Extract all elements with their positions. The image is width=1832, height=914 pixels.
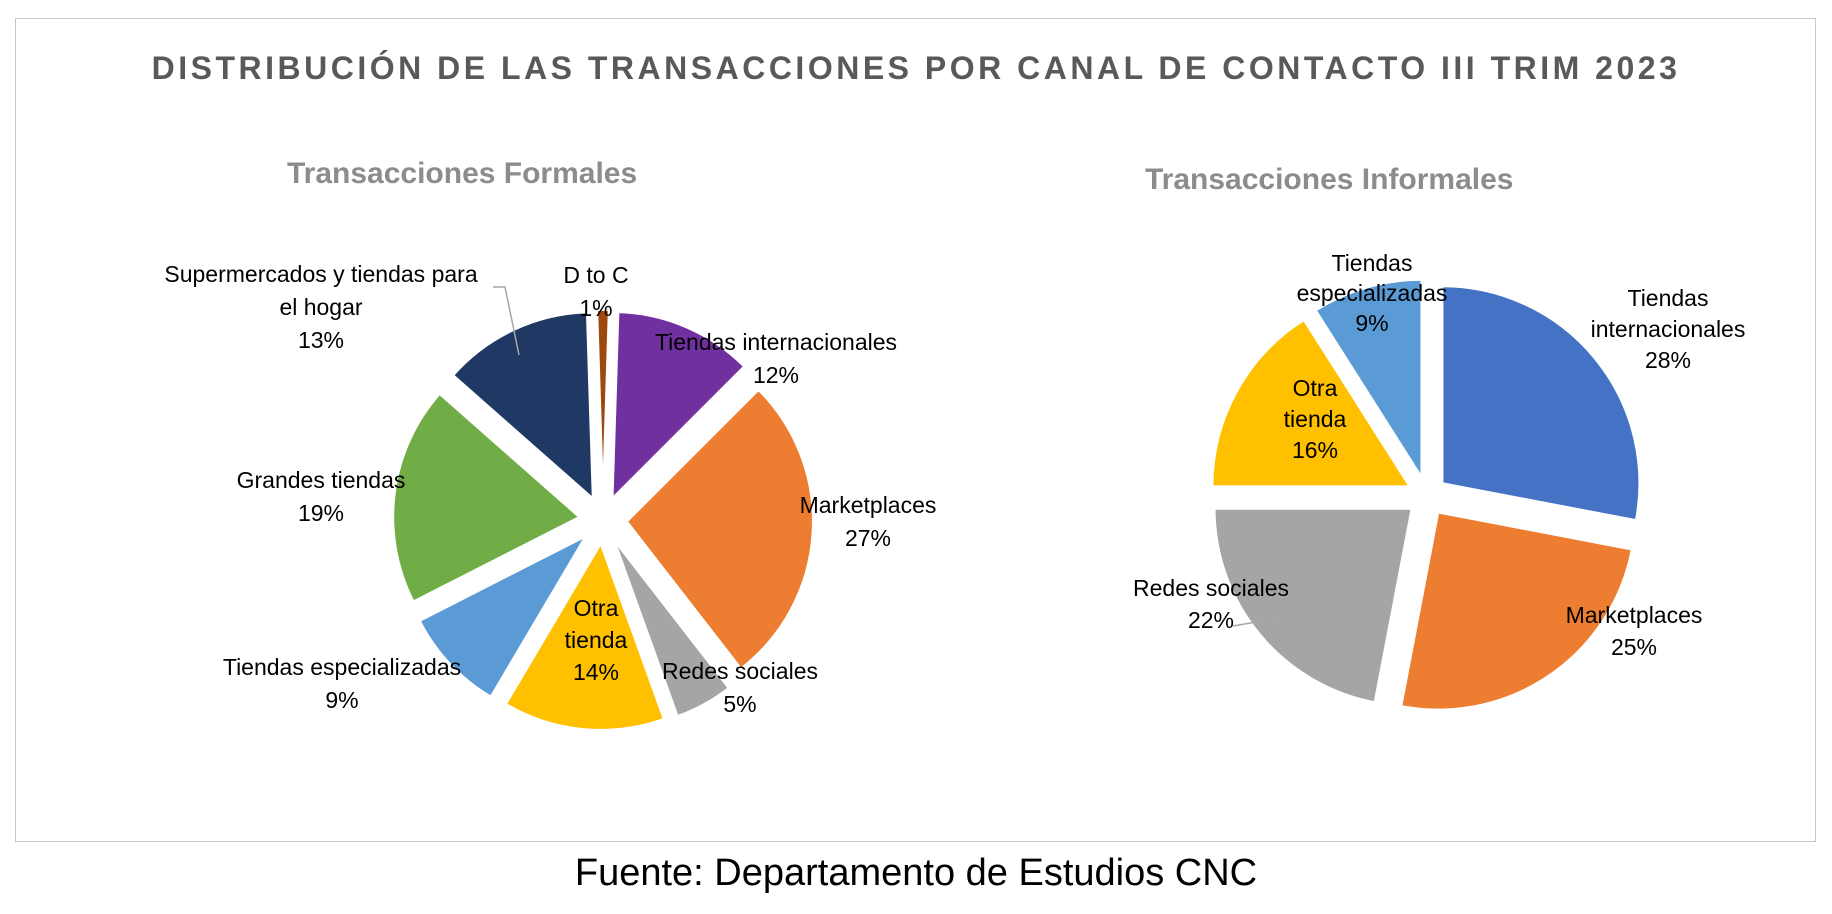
pie-slice-0-0 (596, 309, 610, 497)
pie-slice-0-5 (418, 533, 589, 698)
informal-pie-title: Transacciones Informales (1145, 163, 1514, 196)
slice-label-1-0: Tiendas internacionales 28% (1591, 285, 1746, 373)
pie-slice-1-2 (1213, 507, 1413, 704)
slice-label-0-2: Marketplaces 27% (800, 492, 937, 551)
slice-label-0-6: Grandes tiendas 19% (237, 467, 406, 526)
pie-slice-1-4 (1314, 278, 1423, 481)
pie-slice-1-1 (1400, 511, 1633, 711)
chart-frame (15, 18, 1816, 842)
slice-label-0-5: Tiendas especializadas 9% (223, 654, 461, 713)
main-title: DISTRIBUCIÓN DE LAS TRANSACCIONES POR CA… (151, 50, 1681, 86)
slice-label-0-4: Otra tienda 14% (565, 595, 628, 685)
pie-slice-0-2 (625, 388, 814, 670)
slice-label-0-0: D to C 1% (563, 262, 628, 321)
pie-slice-0-6 (392, 392, 581, 603)
leader-line-0 (493, 286, 520, 356)
slice-label-1-2: Redes sociales 22% (1133, 575, 1289, 633)
slice-label-1-3: Otra tienda 16% (1284, 375, 1347, 463)
pie-slice-0-3 (613, 540, 730, 718)
slice-label-0-7: Supermercados y tiendas para el hogar 13% (164, 261, 477, 353)
leader-line-1 (1232, 616, 1287, 627)
pie-slice-0-1 (611, 311, 746, 501)
formal-pie-title: Transacciones Formales (287, 157, 638, 190)
pie-slice-0-4 (504, 541, 666, 731)
pie-slice-1-0 (1441, 285, 1641, 522)
slice-label-0-1: Tiendas internacionales 12% (655, 329, 897, 388)
slice-label-1-4: Tiendas especializadas 9% (1297, 250, 1448, 336)
slice-label-0-3: Redes sociales 5% (662, 658, 818, 717)
slice-label-1-1: Marketplaces 25% (1566, 602, 1703, 660)
pie-slice-1-3 (1211, 318, 1412, 488)
source-footer: Fuente: Departamento de Estudios CNC (574, 852, 1258, 894)
